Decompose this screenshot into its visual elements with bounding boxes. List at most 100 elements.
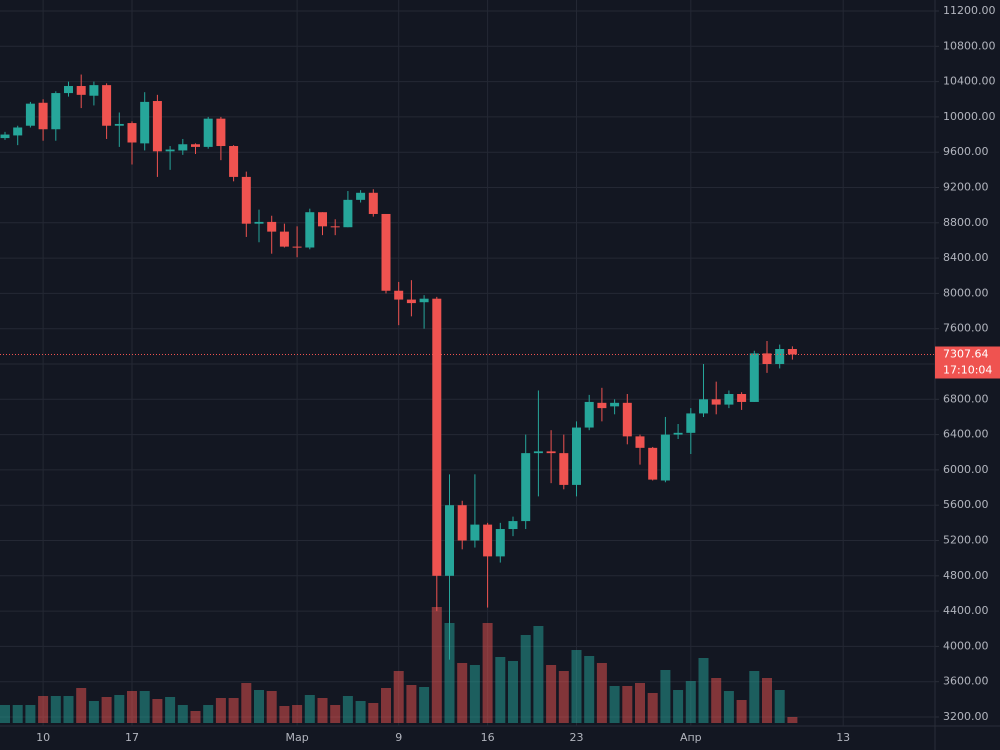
- volume-bar: [406, 685, 417, 723]
- volume-bar: [571, 650, 582, 723]
- volume-bar: [469, 665, 480, 723]
- volume-bar: [546, 665, 557, 723]
- candle-body: [165, 149, 175, 152]
- candle-body: [343, 199, 353, 228]
- y-tick-label: 6000.00: [943, 463, 989, 476]
- candle-body: [51, 93, 61, 130]
- volume-bar: [190, 711, 201, 723]
- candle-body: [25, 103, 35, 126]
- candle-body: [381, 213, 391, 291]
- y-tick-label: 8400.00: [943, 251, 989, 264]
- volume-bar: [444, 623, 455, 723]
- volume-bar: [165, 697, 176, 723]
- volume-bar: [76, 688, 87, 723]
- candle-body: [127, 123, 137, 143]
- countdown-tag: [935, 362, 1000, 379]
- candle-body: [686, 413, 696, 433]
- volume-bar: [279, 706, 290, 723]
- volume-bar: [254, 690, 264, 723]
- volume-bar: [152, 699, 163, 723]
- volume-bar: [0, 705, 10, 723]
- volume-bar: [622, 686, 633, 723]
- volume-bar: [723, 691, 734, 723]
- candle-body: [114, 123, 124, 126]
- volume-bar: [508, 661, 518, 723]
- volume-bar: [50, 696, 61, 723]
- volume-bar: [292, 705, 303, 723]
- volume-bar: [114, 695, 125, 723]
- volume-bar: [711, 678, 722, 723]
- volume-bar: [558, 671, 569, 723]
- volume-bar: [101, 697, 112, 723]
- y-tick-label: 5200.00: [943, 534, 989, 547]
- candle-body: [292, 246, 302, 248]
- volume-bar: [749, 671, 760, 723]
- candle-body: [711, 399, 721, 405]
- volume-bar: [368, 703, 379, 723]
- candle-body: [470, 524, 480, 541]
- volume-bar: [647, 693, 658, 723]
- candle-body: [635, 436, 645, 448]
- candle-body: [38, 102, 48, 130]
- volume-bar: [635, 683, 645, 723]
- x-tick-label: 16: [481, 731, 495, 744]
- candle-body: [622, 402, 632, 437]
- volume-bar: [266, 691, 277, 723]
- volume-bar: [342, 696, 353, 723]
- candle-body: [546, 451, 556, 454]
- candle-body: [330, 226, 340, 228]
- volume-bar: [393, 671, 404, 723]
- volume-bar: [596, 663, 607, 723]
- y-tick-label: 5600.00: [943, 498, 989, 511]
- candle-body: [775, 348, 785, 364]
- volume-bar: [685, 681, 696, 723]
- candle-body: [559, 453, 569, 485]
- candle-body: [737, 394, 747, 402]
- candle-body: [508, 521, 518, 530]
- y-tick-label: 10000.00: [943, 110, 996, 123]
- volume-bar: [660, 670, 671, 723]
- volume-bar: [520, 635, 531, 723]
- volume-bar: [381, 688, 391, 723]
- candle-body: [419, 298, 429, 303]
- volume-bar: [698, 658, 709, 723]
- candle-body: [64, 86, 73, 94]
- candle-body: [178, 144, 188, 151]
- candle-body: [394, 290, 404, 300]
- last-price-tag: [935, 346, 1000, 363]
- volume-bar: [317, 698, 328, 723]
- candle-body: [648, 447, 658, 480]
- candle-body: [305, 212, 315, 248]
- last-price-label: 7307.64: [943, 348, 989, 361]
- x-tick-label: Апр: [680, 731, 702, 744]
- y-tick-label: 10400.00: [943, 75, 996, 88]
- candle-body: [102, 85, 112, 126]
- volume-bar: [787, 717, 798, 723]
- y-tick-label: 8000.00: [943, 286, 989, 299]
- candle-body: [406, 299, 416, 304]
- candle-body: [457, 505, 467, 541]
- candle-body: [610, 402, 620, 407]
- candle-body: [660, 434, 670, 481]
- volume-bar: [304, 695, 315, 723]
- candle-body: [216, 118, 226, 147]
- volume-bar: [673, 690, 684, 723]
- grid: [0, 0, 935, 726]
- candle-body: [356, 192, 366, 200]
- candle-body: [241, 176, 251, 224]
- candle-body: [191, 144, 200, 147]
- candle-body: [597, 402, 607, 409]
- y-tick-label: 6400.00: [943, 428, 989, 441]
- x-tick-label: 13: [836, 731, 850, 744]
- candle-body: [572, 427, 581, 485]
- candle-body: [432, 298, 442, 576]
- y-tick-label: 6800.00: [943, 392, 989, 405]
- x-tick-label: 23: [570, 731, 584, 744]
- volume-bar: [482, 623, 493, 723]
- candle-body: [279, 231, 289, 247]
- volume-bar: [736, 700, 747, 723]
- volume-bar: [762, 678, 772, 723]
- volume-bar: [12, 705, 23, 723]
